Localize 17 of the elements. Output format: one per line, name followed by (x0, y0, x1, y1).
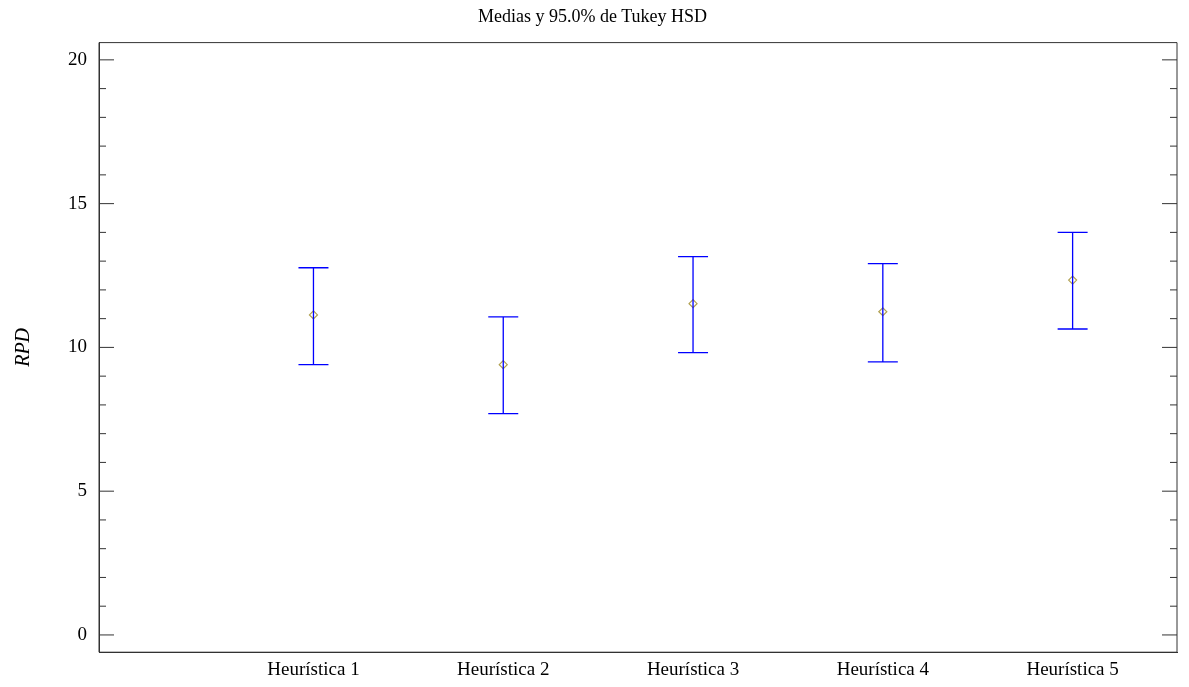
x-tick-label: Heurística 3 (646, 657, 740, 679)
point (308, 310, 319, 320)
point (688, 299, 698, 309)
y-tick-label: 5 (77, 479, 87, 501)
y-axis-title: RPD (11, 327, 34, 368)
x-tick-label: Heurística 5 (1026, 657, 1119, 679)
y-tick-label: 10 (68, 335, 87, 357)
point (1068, 275, 1078, 285)
y-tick-label: 0 (77, 622, 87, 644)
x-tick-label: Heurística 1 (267, 657, 360, 679)
y-tick-label: 20 (68, 47, 87, 69)
x-tick-label: Heurística 4 (836, 657, 930, 679)
x-tick-label: Heurística 2 (457, 657, 550, 679)
chart-title: Medias y 95.0% de Tukey HSD (477, 5, 708, 26)
point (878, 307, 888, 317)
point (498, 360, 508, 370)
y-tick-label: 15 (68, 191, 87, 213)
